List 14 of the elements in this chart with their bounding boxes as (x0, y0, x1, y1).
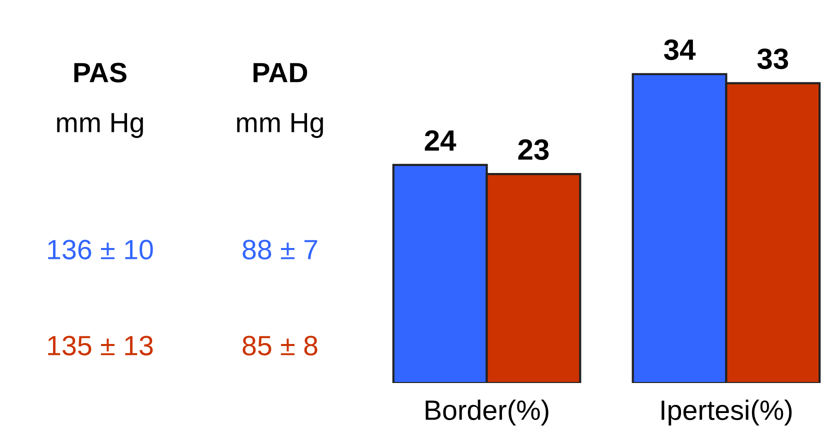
data-label: 24 (424, 130, 456, 151)
text: 136 ± 10 (48, 240, 153, 260)
text: 85 ± 8 (242, 336, 318, 356)
text: 135 ± 13 (48, 336, 153, 356)
text: PAD (254, 63, 308, 82)
x-tick-label: Ipertesi(%) (662, 400, 792, 426)
text: mm Hg (57, 113, 143, 138)
data-label: 23 (518, 139, 549, 160)
text: PAS (74, 62, 126, 82)
data-label: 34 (664, 39, 696, 60)
x-tick-label: Border(%) (426, 400, 548, 426)
text: 88 ± 7 (242, 240, 318, 260)
data-label: 33 (757, 48, 788, 70)
text: mm Hg (237, 113, 323, 138)
